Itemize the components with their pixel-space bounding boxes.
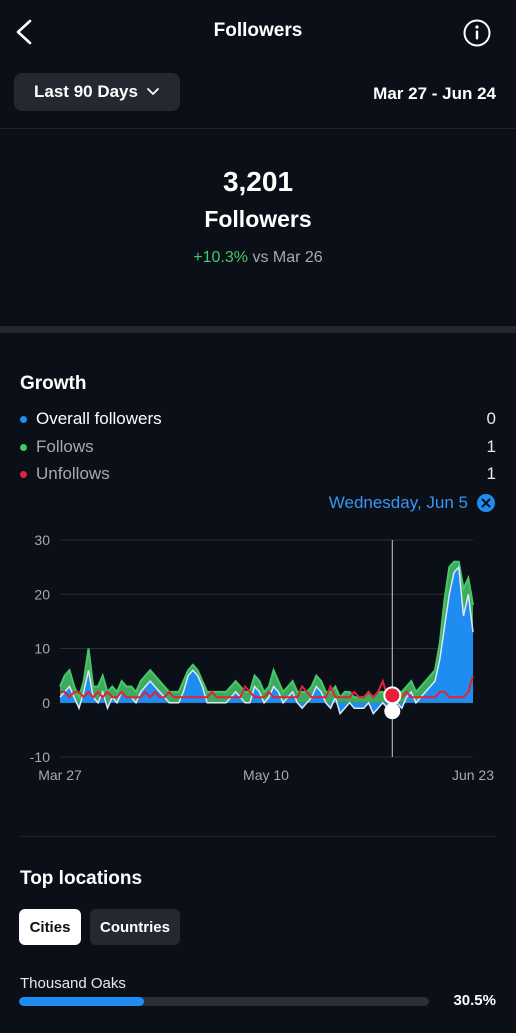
location-bar-fill <box>19 997 145 1006</box>
legend-dot <box>20 444 27 451</box>
selection-point-unfollows <box>383 686 402 705</box>
y-tick-label: -10 <box>30 749 50 765</box>
y-tick-label: 0 <box>42 695 50 711</box>
growth-chart[interactable]: 30 20 10 0 -10 Mar 27 May 10 Jun 23 <box>0 525 516 795</box>
overall-followers-area <box>60 567 473 714</box>
follower-count: 3,201 <box>222 166 294 197</box>
selected-date: Wednesday, Jun 5 <box>329 492 496 514</box>
x-tick-label: May 10 <box>243 767 289 783</box>
tab-cities[interactable]: Cities <box>19 909 81 945</box>
legend-unfollows: Unfollows 1 <box>20 464 496 486</box>
location-percent: 30.5% <box>453 992 496 1009</box>
chevron-left-icon <box>16 19 32 45</box>
follower-count-label: Followers <box>204 206 312 232</box>
location-bar-track <box>19 997 429 1006</box>
y-tick-label: 20 <box>34 586 50 602</box>
clear-selection-icon[interactable] <box>476 493 496 513</box>
section-divider <box>0 326 516 333</box>
date-range-dropdown-label: Last 90 Days <box>34 82 138 101</box>
selection-point-overall <box>384 703 401 720</box>
legend-follows: Follows 1 <box>20 437 496 459</box>
legend-value: 0 <box>486 409 496 428</box>
legend-dot <box>20 416 27 423</box>
back-button[interactable] <box>10 16 40 48</box>
info-icon <box>463 19 491 47</box>
change-compare: vs Mar 26 <box>252 249 323 266</box>
follower-change: +10.3% vs Mar 26 <box>0 249 516 267</box>
top-bar: Followers <box>0 0 516 66</box>
date-range-dropdown[interactable]: Last 90 Days <box>14 73 180 111</box>
y-tick-label: 10 <box>34 641 50 657</box>
location-name: Thousand Oaks <box>20 975 126 992</box>
x-tick-label: Jun 23 <box>452 767 494 783</box>
follows-line <box>59 560 474 701</box>
legend-dot <box>20 471 27 478</box>
growth-title: Growth <box>20 373 87 394</box>
divider <box>0 128 516 129</box>
info-button[interactable] <box>462 18 492 48</box>
selected-date-label: Wednesday, Jun 5 <box>328 493 468 512</box>
tab-countries[interactable]: Countries <box>90 909 180 945</box>
date-range-text: Mar 27 - Jun 24 <box>373 84 496 103</box>
legend-label: Follows <box>36 437 94 456</box>
top-locations-title: Top locations <box>20 868 143 889</box>
legend-value: 1 <box>486 437 496 456</box>
chevron-down-icon <box>147 88 159 95</box>
legend-label: Overall followers <box>36 409 162 428</box>
page-title: Followers <box>213 20 303 41</box>
divider <box>20 836 496 837</box>
legend-value: 1 <box>486 464 496 483</box>
y-tick-label: 30 <box>34 532 50 548</box>
legend-overall-followers: Overall followers 0 <box>20 409 496 431</box>
legend-label: Unfollows <box>36 464 110 483</box>
x-tick-label: Mar 27 <box>38 767 82 783</box>
change-percent: +10.3% <box>193 249 248 266</box>
unfollows-line <box>60 675 474 699</box>
